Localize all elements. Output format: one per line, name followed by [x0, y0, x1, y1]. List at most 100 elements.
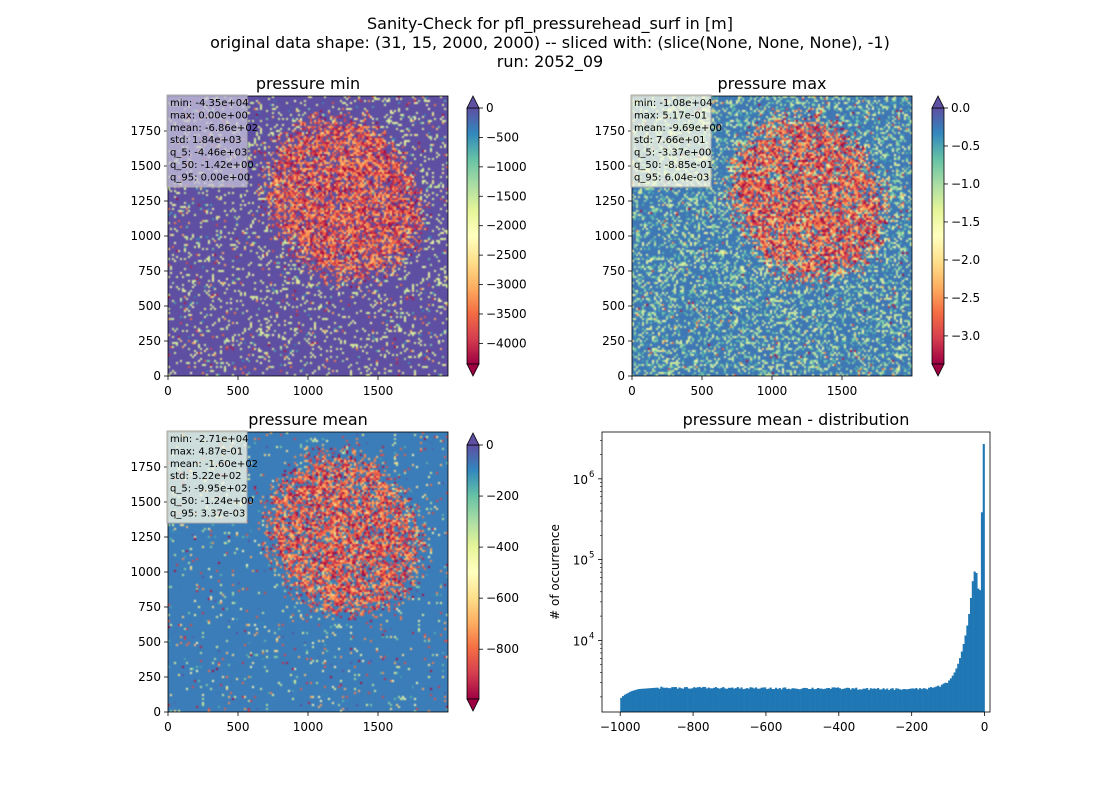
histogram-bar — [793, 688, 796, 712]
panel-title: pressure max — [717, 74, 826, 93]
histogram-bar — [933, 687, 936, 712]
y-tick-label: 1250 — [130, 194, 161, 208]
suptitle-line-2: original data shape: (31, 15, 2000, 2000… — [210, 33, 890, 52]
histogram-bar — [629, 691, 632, 712]
histogram-bar — [829, 688, 832, 712]
histogram-bar — [674, 687, 677, 712]
histogram-bar — [926, 689, 929, 712]
histogram-bar — [787, 688, 790, 712]
histogram-bar — [769, 687, 772, 712]
histogram-bar — [680, 688, 683, 712]
colorbar-body — [931, 107, 945, 365]
histogram-bar — [784, 687, 787, 712]
histogram-bar — [977, 588, 980, 712]
y-tick-label: 750 — [138, 264, 161, 278]
y-axis-label: # of occurrence — [548, 524, 562, 620]
x-tick-label: 1500 — [827, 384, 858, 398]
histogram-bar — [982, 443, 985, 712]
histogram-bar — [634, 689, 637, 712]
y-tick-label: 1750 — [594, 124, 625, 138]
histogram-bar — [847, 687, 851, 712]
stats-line: q_5: -4.46e+03 — [170, 148, 247, 159]
histogram-bar — [785, 689, 789, 712]
histogram-bar — [660, 686, 663, 712]
colorbar-tick-label: −2.0 — [951, 253, 980, 267]
histogram-bar — [722, 687, 725, 712]
histogram-bar — [724, 688, 727, 712]
histogram-bar — [853, 688, 856, 712]
stats-line: std: 7.66e+01 — [634, 135, 706, 146]
histogram-bar — [647, 688, 650, 712]
y-tick-label: 1250 — [594, 194, 625, 208]
stats-line: mean: -1.60e+02 — [170, 459, 258, 470]
histogram-bar — [877, 688, 880, 712]
histogram-bar — [662, 687, 665, 712]
histogram-bar — [900, 689, 903, 712]
y-tick-label: 1500 — [594, 159, 625, 173]
histogram-bar — [671, 687, 674, 712]
histogram-bar — [632, 690, 636, 712]
x-tick-label: 1500 — [363, 384, 394, 398]
histogram-bar — [980, 512, 984, 712]
histogram-bar — [669, 688, 672, 712]
histogram-bar — [904, 689, 907, 712]
x-tick-label: 500 — [227, 384, 250, 398]
histogram-bar — [651, 688, 654, 712]
colorbar: 0 −200 −400 −600 −800 — [466, 432, 519, 712]
colorbar: 0 −500 −1000 −1500 −2000 −2500 −3000 −3500 −4000 — [466, 95, 527, 377]
histogram-bar — [862, 688, 865, 712]
histogram-bar — [887, 690, 891, 712]
histogram-bar — [755, 687, 758, 712]
histogram-bar — [742, 689, 745, 712]
histogram-bar — [957, 663, 960, 712]
histogram-bar — [745, 688, 749, 712]
stats-line: mean: -9.69e+00 — [634, 123, 722, 134]
histogram-bar — [756, 688, 759, 712]
histogram-bar — [707, 687, 710, 712]
histogram-bar — [959, 658, 962, 712]
histogram-bar — [729, 687, 732, 712]
x-tick-label: −1000 — [600, 720, 641, 734]
histogram-bar — [654, 687, 657, 712]
histogram-bar — [802, 687, 805, 712]
histogram-bar — [915, 687, 918, 712]
histogram-bar — [625, 693, 628, 712]
colorbar-tick-label: −1.5 — [951, 215, 980, 229]
histogram-bar — [909, 688, 912, 712]
colorbar-extend-min — [466, 698, 480, 712]
histogram-bar — [975, 572, 978, 712]
histogram-bar — [645, 688, 648, 712]
colorbar-tick-label: −200 — [486, 489, 519, 503]
histogram-bar — [682, 688, 685, 712]
histogram-bar — [964, 635, 967, 712]
stats-line: min: -2.71e+04 — [170, 434, 249, 445]
histogram-bar — [878, 689, 882, 712]
stats-line: q_95: 6.04e-03 — [634, 172, 709, 183]
panel-title: pressure mean - distribution — [683, 410, 910, 429]
histogram-bar — [946, 682, 949, 712]
suptitle-line-3: run: 2052_09 — [496, 52, 604, 71]
colorbar-tick-label: −600 — [486, 591, 519, 605]
histogram-bar — [836, 687, 840, 712]
histogram-bar — [747, 688, 750, 712]
histogram-bar — [773, 689, 776, 712]
histogram-bar — [691, 688, 694, 712]
histogram-bar — [782, 687, 785, 712]
histogram-bar — [864, 688, 867, 712]
histogram-bar — [871, 688, 874, 712]
y-tick-label: 0 — [153, 369, 161, 383]
x-tick-label: 500 — [691, 384, 714, 398]
suptitle-line-1: Sanity-Check for pfl_pressurehead_surf i… — [367, 14, 733, 33]
histogram-bar — [705, 688, 708, 712]
histogram-bar — [771, 689, 774, 712]
y-tick-label: 1250 — [130, 530, 161, 544]
histogram-bar — [627, 692, 630, 712]
colorbar-tick-label: −2000 — [486, 219, 527, 233]
colorbar-extend-min — [931, 363, 945, 377]
histogram-bar — [725, 688, 728, 712]
colorbar-tick-label: −800 — [486, 642, 519, 656]
colorbar-tick-label: 0.0 — [951, 101, 970, 115]
colorbar-tick-label: −0.5 — [951, 139, 980, 153]
stats-line: min: -4.35e+04 — [170, 98, 249, 109]
x-tick-label: 0 — [164, 720, 172, 734]
